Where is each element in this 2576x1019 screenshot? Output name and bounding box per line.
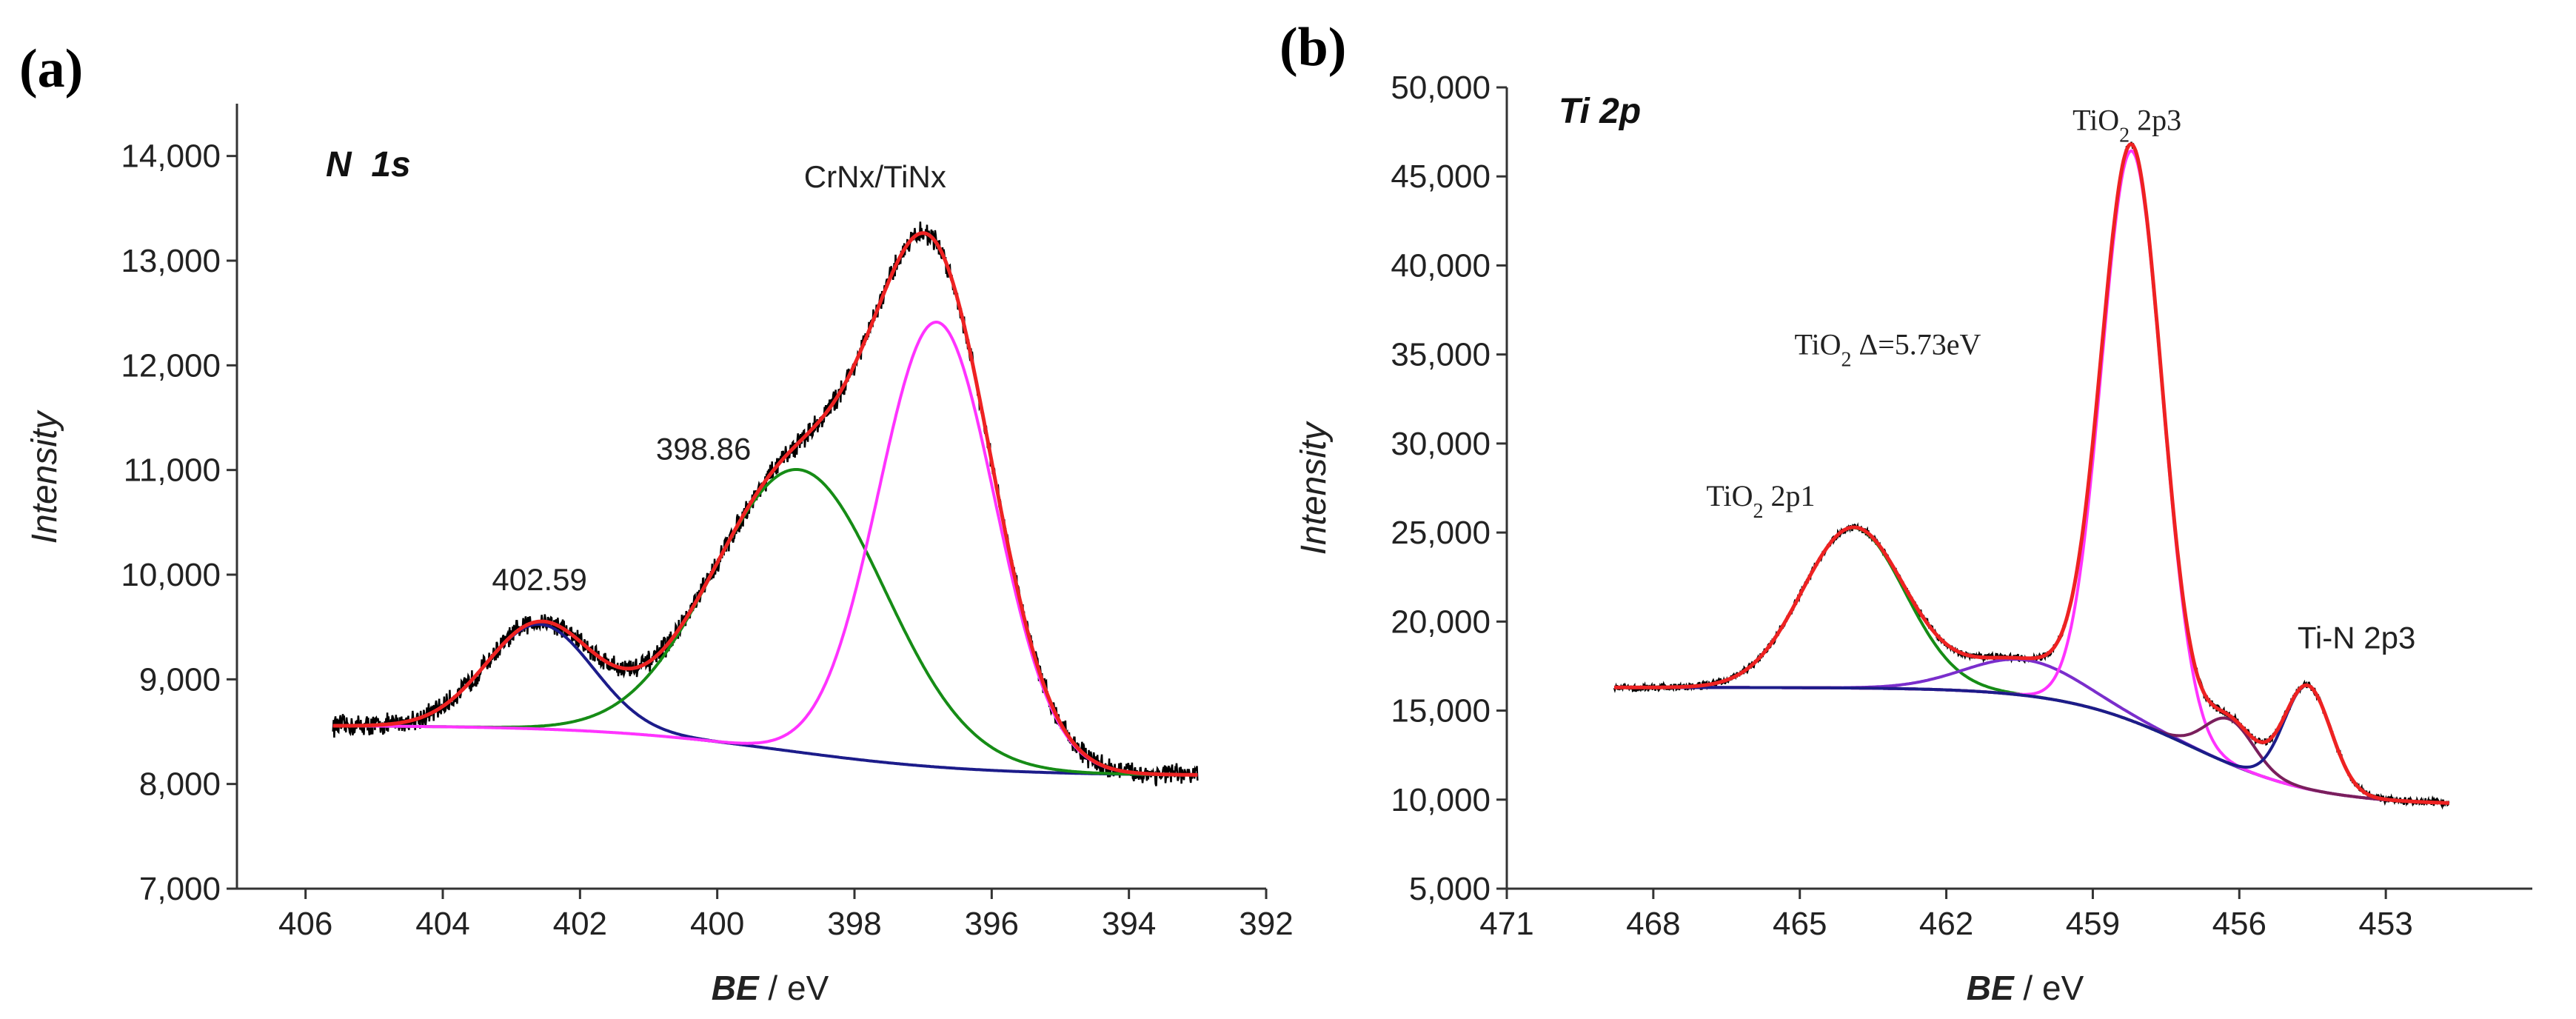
x-tick-label: 402 — [553, 906, 607, 942]
peak-annotation: 402.59 — [492, 562, 586, 597]
x-tick-label: 398 — [827, 906, 881, 942]
y-tick-label: 10,000 — [121, 557, 221, 593]
panel-b-y-ticks: 5,000 10,000 15,000 20,000 25,000 30,000 35,00… — [1391, 70, 1507, 907]
component-peak-line — [1614, 526, 2449, 805]
y-tick-label: 13,000 — [121, 243, 221, 279]
panel-a-x-ticks: 406 404 402 400 398 396 394 392 — [278, 889, 1294, 942]
panel-a-plot-area — [332, 221, 1199, 786]
x-tick-label: 392 — [1239, 906, 1293, 942]
x-tick-label: 471 — [1479, 906, 1533, 942]
panel-b-x-label-bold: BE — [1967, 969, 2015, 1007]
panel-a-title: N 1s — [326, 145, 411, 184]
panel-b-x-label: BE / eV — [1967, 969, 2084, 1007]
panel-b-plot-area — [1613, 141, 2450, 810]
background-baseline-line — [1614, 686, 2449, 805]
y-tick-label: 35,000 — [1391, 337, 1491, 373]
x-tick-label: 400 — [690, 906, 744, 942]
peak-annotation: TiO2 2p3 — [2072, 104, 2181, 147]
x-tick-label: 406 — [278, 906, 332, 942]
y-tick-label: 14,000 — [121, 138, 221, 175]
peak-annotation: CrNx/TiNx — [804, 159, 946, 194]
y-tick-label: 50,000 — [1391, 70, 1491, 106]
y-tick-label: 9,000 — [139, 661, 221, 698]
x-tick-label: 394 — [1102, 906, 1156, 942]
y-tick-label: 45,000 — [1391, 158, 1491, 195]
y-tick-label: 25,000 — [1391, 515, 1491, 551]
panel-b-title: Ti 2p — [1559, 92, 1641, 131]
raw-spectrum-line — [332, 221, 1199, 786]
fit-envelope-line — [332, 231, 1198, 777]
panel-b-annotations: TiO2 2p1 TiO2 2p3 TiO2 Δ=5.73eV Ti-N 2p3 — [1706, 104, 2415, 655]
component-peak-line — [332, 321, 1198, 777]
panel-a-label: (a) — [19, 39, 83, 99]
panel-a-x-label: BE / eV — [712, 969, 829, 1007]
fit-envelope-line — [1614, 142, 2449, 805]
component-peak-line — [332, 468, 1198, 777]
component-peak-line — [1614, 658, 2449, 805]
panel-a-y-label: Intensity — [25, 410, 64, 544]
panel-a-n1s: (a) N 1s 7,000 8,000 9,000 10,000 11,000 12,0… — [19, 39, 1294, 1007]
peak-annotation: TiO2 Δ=5.73eV — [1794, 328, 1981, 372]
x-tick-label: 396 — [965, 906, 1019, 942]
y-tick-label: 30,000 — [1391, 426, 1491, 462]
y-tick-label: 10,000 — [1391, 782, 1491, 818]
y-tick-label: 40,000 — [1391, 247, 1491, 284]
component-peak-line — [1614, 686, 2449, 805]
x-tick-label: 456 — [2212, 906, 2266, 942]
x-tick-label: 465 — [1773, 906, 1827, 942]
panel-a-y-ticks: 7,000 8,000 9,000 10,000 11,000 12,000 13,000 1… — [121, 138, 237, 907]
panel-a-annotations: 402.59 398.86 CrNx/TiNx — [492, 159, 946, 597]
y-tick-label: 5,000 — [1409, 871, 1491, 907]
peak-annotation: Ti-N 2p3 — [2298, 620, 2416, 655]
y-tick-label: 11,000 — [124, 452, 221, 489]
y-tick-label: 15,000 — [1391, 693, 1491, 729]
y-tick-label: 12,000 — [121, 347, 221, 384]
peak-annotation: TiO2 2p1 — [1706, 479, 1815, 523]
y-tick-label: 20,000 — [1391, 604, 1491, 640]
y-tick-label: 8,000 — [139, 766, 221, 803]
panel-a-x-label-bold: BE — [712, 969, 760, 1007]
component-peak-line — [1614, 684, 2449, 805]
panel-b-x-ticks: 471 468 465 462 459 456 453 — [1479, 889, 2413, 942]
panel-b-x-label-unit: / eV — [2014, 969, 2084, 1007]
x-tick-label: 404 — [415, 906, 469, 942]
component-peak-line — [1614, 149, 2449, 805]
panel-b-y-label: Intensity — [1294, 421, 1334, 555]
panel-a-x-label-unit: / eV — [759, 969, 829, 1007]
component-peak-line — [332, 623, 1198, 777]
x-tick-label: 459 — [2066, 906, 2120, 942]
x-tick-label: 468 — [1626, 906, 1680, 942]
panel-b-ti2p: (b) Ti 2p 5,000 10,000 15,000 20,000 25,000 3… — [1279, 17, 2532, 1007]
x-tick-label: 453 — [2358, 906, 2412, 942]
peak-annotation: 398.86 — [656, 432, 751, 467]
panel-b-label: (b) — [1279, 17, 1346, 78]
x-tick-label: 462 — [1919, 906, 1973, 942]
y-tick-label: 7,000 — [139, 871, 221, 907]
